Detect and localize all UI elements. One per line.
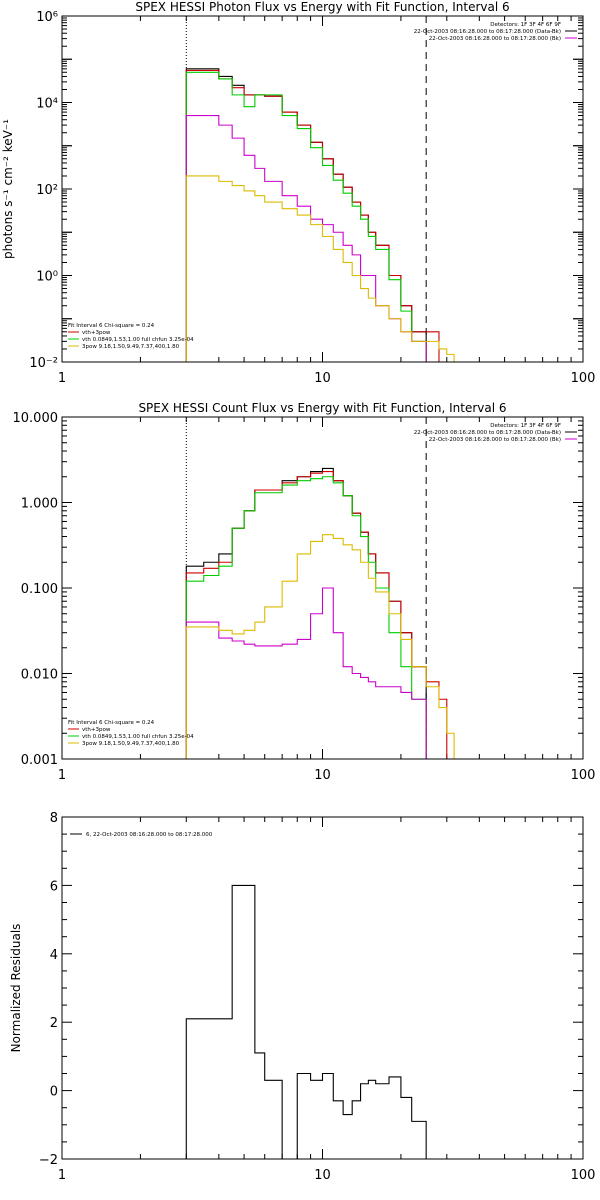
legend-bottom-left-text: vth+3pow xyxy=(82,330,111,336)
legend-top-right-text: 22-Oct-2003 08:16:28.000 to 08:17:28.000… xyxy=(429,36,561,42)
plot-frame xyxy=(61,816,584,1160)
plot-frame xyxy=(61,416,584,760)
series-5-step-line xyxy=(185,175,455,362)
legend-bottom-left-text: 3pow 9.18,1.50,9.49,7.37,400,1.80 xyxy=(82,344,180,350)
chart-title: SPEX HESSI Photon Flux vs Energy with Fi… xyxy=(135,0,509,14)
series-2-step-line xyxy=(185,471,448,759)
y-tick-label: 4 xyxy=(50,948,58,963)
y-tick-label: 0.100 xyxy=(21,582,58,597)
y-tick-label: 10² xyxy=(36,183,58,198)
legend-top-right-text: Detectors: 1F 3F 4F 6F 9F xyxy=(490,423,561,429)
legend-bottom-left-text: Fit Interval 6 Chi-square = 0.24 xyxy=(68,323,155,329)
x-tick-label: 1 xyxy=(58,768,66,783)
x-tick-label: 1 xyxy=(58,371,66,386)
y-tick-label: 2 xyxy=(50,1016,58,1031)
x-tick-label: 10 xyxy=(314,371,331,386)
y-tick-label: 10.000 xyxy=(13,411,59,426)
x-tick-label: 100 xyxy=(571,371,596,386)
series-4-step-line xyxy=(185,587,427,759)
y-tick-label: 1.000 xyxy=(21,497,58,512)
chart-1: SPEX HESSI Photon Flux vs Energy with Fi… xyxy=(1,0,595,386)
y-tick-label: 8 xyxy=(50,811,58,826)
series-1-step-line xyxy=(185,884,427,1160)
legend-bottom-left-text: Fit Interval 6 Chi-square = 0.24 xyxy=(68,720,155,726)
y-tick-label: 10⁴ xyxy=(36,97,58,112)
y-tick-label: 0 xyxy=(50,1085,58,1100)
chart-2: SPEX HESSI Count Flux vs Energy with Fit… xyxy=(13,401,596,783)
chart-title: SPEX HESSI Count Flux vs Energy with Fit… xyxy=(138,401,506,415)
chart-3: Normalized Residuals 1 10 100 8 6 4 2 0 −2 6, 22-O… xyxy=(9,811,595,1183)
legend-top-right-text: 22-Oct-2003 08:16:28.000 to 08:17:28.000… xyxy=(414,430,561,436)
legend-bottom-left-text: vth+3pow xyxy=(82,727,111,733)
x-tick-label: 1 xyxy=(58,1168,66,1183)
series-2-step-line xyxy=(185,69,440,362)
y-tick-label: 6 xyxy=(50,879,58,894)
y-tick-label: 10⁰ xyxy=(36,270,58,285)
x-tick-label: 10 xyxy=(314,768,331,783)
y-tick-label: 0.010 xyxy=(21,668,58,683)
y-tick-label: −2 xyxy=(39,1153,58,1168)
y-tick-label: 10⁻² xyxy=(29,356,58,371)
series-5-step-line xyxy=(185,534,461,760)
x-tick-label: 100 xyxy=(571,768,596,783)
legend-text: 6, 22-Oct-2003 08:16:28.000 to 08:17:28.… xyxy=(86,832,213,838)
series-3-step-line xyxy=(185,71,427,362)
legend-bottom-left-text: vth 0.0849,1.53,1.00 full chfun 3.25e-04 xyxy=(82,734,194,740)
y-axis-label: Normalized Residuals xyxy=(9,924,23,1053)
series-4-step-line xyxy=(185,114,427,362)
y-tick-label: 10⁶ xyxy=(36,10,58,25)
plot-frame xyxy=(61,15,584,363)
y-axis-label: photons s⁻¹ cm⁻² keV⁻¹ xyxy=(1,119,15,259)
x-tick-label: 10 xyxy=(314,1168,331,1183)
x-tick-label: 100 xyxy=(571,1168,596,1183)
legend-top-right-text: Detectors: 1F 3F 4F 6F 9F xyxy=(490,22,561,28)
legend-bottom-left-text: 3pow 9.18,1.50,9.49,7.37,400,1.80 xyxy=(82,741,180,747)
y-tick-label: 0.001 xyxy=(21,753,58,768)
legend-top-right-text: 22-Oct-2003 08:16:28.000 to 08:17:28.000… xyxy=(414,29,561,35)
legend-bottom-left-text: vth 0.0849,1.53,1.00 full chfun 3.25e-04 xyxy=(82,337,194,343)
series-3-step-line xyxy=(185,476,427,759)
legend-top-right-text: 22-Oct-2003 08:16:28.000 to 08:17:28.000… xyxy=(429,437,561,443)
